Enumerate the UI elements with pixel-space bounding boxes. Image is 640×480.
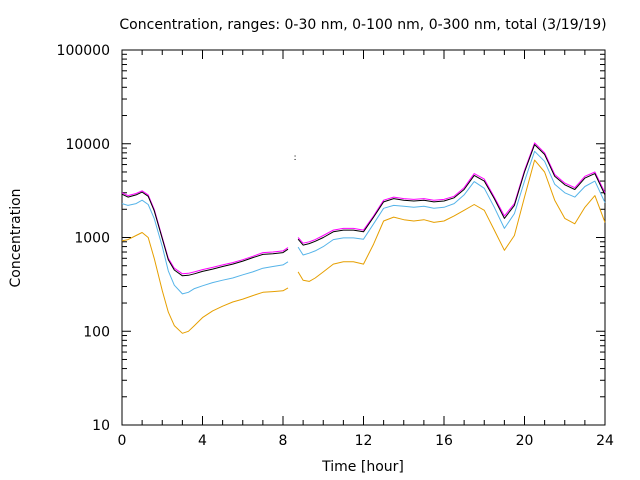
y-axis-title: Concentration bbox=[8, 188, 24, 287]
x-tick-label: 20 bbox=[516, 433, 534, 449]
x-tick-label: 4 bbox=[198, 433, 207, 449]
series-line-3 bbox=[121, 150, 606, 295]
y-tick-label: 10000 bbox=[65, 137, 110, 153]
series-line-1 bbox=[121, 142, 606, 275]
x-tick-label: 24 bbox=[596, 433, 614, 449]
y-tick-label: 1000 bbox=[74, 231, 110, 247]
series-line-2 bbox=[121, 144, 606, 277]
y-tick-label: 100000 bbox=[57, 43, 110, 59]
stray-data-point bbox=[294, 155, 296, 157]
y-tick-label: 100 bbox=[83, 324, 110, 340]
stray-data-point bbox=[294, 158, 296, 160]
x-axis-title: Time [hour] bbox=[321, 459, 404, 475]
chart-title: Concentration, ranges: 0-30 nm, 0-100 nm… bbox=[119, 17, 606, 33]
series-lines bbox=[121, 142, 606, 334]
x-tick-label: 16 bbox=[435, 433, 453, 449]
series-line-4 bbox=[121, 159, 606, 334]
y-axis: 10 100 1000 10000 100000 bbox=[57, 43, 605, 434]
x-tick-label: 0 bbox=[118, 433, 127, 449]
x-tick-label: 8 bbox=[279, 433, 288, 449]
plot-area-frame bbox=[121, 49, 606, 426]
y-tick-label: 10 bbox=[92, 418, 110, 434]
x-axis: 0 4 8 12 16 20 24 bbox=[118, 50, 614, 449]
x-tick-label: 12 bbox=[355, 433, 373, 449]
